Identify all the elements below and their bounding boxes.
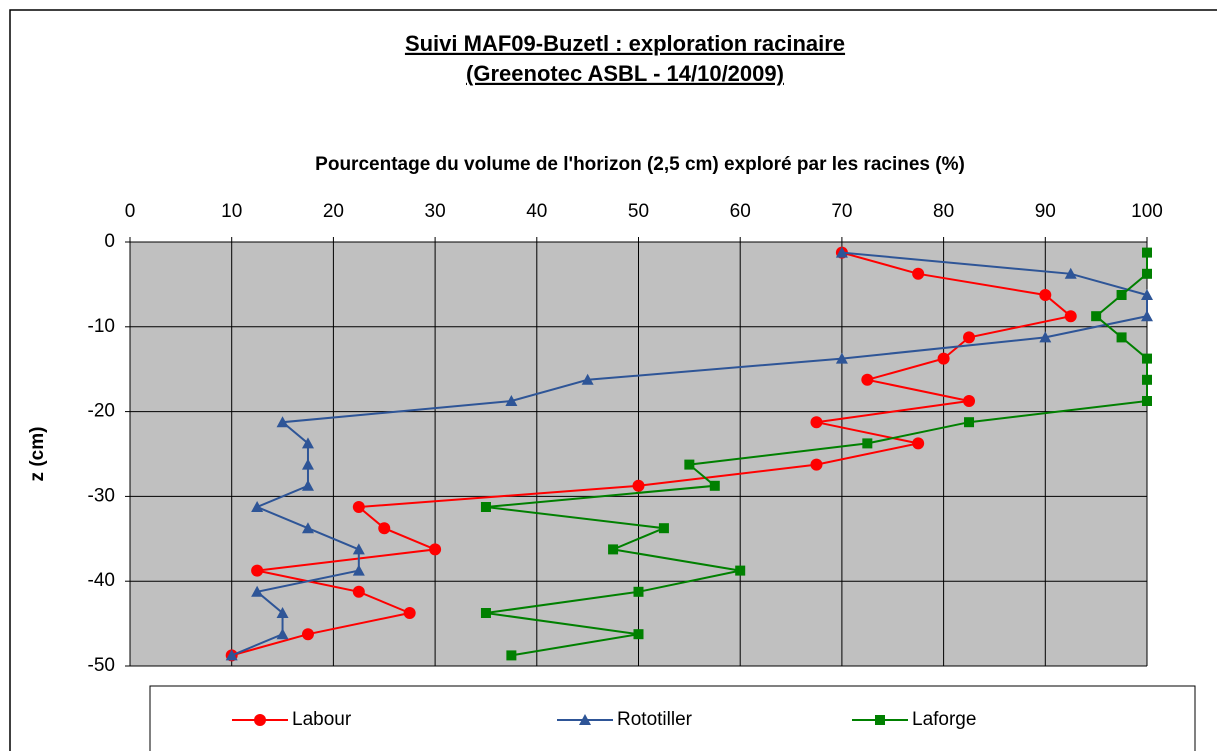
marker (810, 458, 823, 471)
marker (633, 629, 644, 640)
marker (964, 417, 975, 428)
marker (506, 650, 517, 661)
marker (276, 628, 289, 640)
x-tick-label: 100 (1131, 201, 1163, 222)
marker (632, 479, 645, 492)
y-tick-label: -40 (88, 570, 115, 591)
marker (1142, 396, 1152, 406)
marker (963, 395, 976, 407)
chart-title: Suivi MAF09-Buzetl : exploration racinai… (405, 31, 845, 56)
marker (835, 246, 848, 258)
marker (912, 437, 925, 450)
chart-title: (Greenotec ASBL - 14/10/2009) (466, 61, 784, 86)
x-tick-label: 60 (730, 201, 751, 222)
marker (276, 416, 289, 428)
legend-label: Labour (292, 709, 352, 730)
marker (810, 416, 823, 429)
y-tick-label: -10 (88, 316, 115, 337)
marker (912, 267, 925, 280)
marker (352, 564, 365, 576)
x-tick-label: 90 (1035, 201, 1056, 222)
marker (480, 502, 491, 512)
y-tick-label: -50 (88, 655, 115, 676)
marker (352, 585, 365, 598)
marker (301, 479, 314, 491)
marker (251, 501, 264, 512)
marker (861, 373, 874, 386)
marker (1064, 267, 1077, 279)
y-tick-label: -20 (88, 401, 115, 422)
marker (862, 438, 873, 449)
marker (1064, 310, 1077, 323)
x-tick-label: 70 (831, 201, 852, 222)
marker (1141, 289, 1153, 300)
marker (1116, 332, 1127, 343)
marker (378, 522, 391, 535)
y-axis-label: z (cm) (27, 427, 48, 482)
marker (1039, 289, 1052, 301)
marker (1116, 290, 1127, 300)
marker (1142, 247, 1152, 258)
marker (1039, 331, 1052, 343)
x-tick-label: 40 (526, 201, 547, 222)
x-tick-label: 50 (628, 201, 649, 222)
marker (480, 608, 491, 618)
series-line (231, 251, 1073, 657)
marker (735, 565, 746, 576)
marker (709, 480, 720, 491)
marker (225, 649, 238, 661)
marker (658, 523, 669, 534)
marker (1091, 311, 1102, 322)
marker (301, 628, 314, 641)
marker (352, 501, 365, 513)
legend-label: Rototiller (617, 709, 693, 730)
y-tick-label: 0 (104, 231, 115, 252)
marker (301, 458, 314, 470)
x-axis-label: Pourcentage du volume de l'horizon (2,5 … (315, 154, 965, 175)
marker (581, 373, 594, 385)
marker (1142, 353, 1152, 364)
series-line (231, 251, 1148, 657)
x-tick-label: 30 (425, 201, 446, 222)
marker (835, 352, 848, 364)
marker (403, 607, 416, 619)
legend-box (149, 685, 1196, 751)
marker (963, 331, 976, 344)
marker (1142, 374, 1152, 385)
x-tick-label: 80 (933, 201, 954, 222)
x-tick-label: 0 (125, 201, 136, 222)
marker (251, 564, 264, 577)
marker (579, 714, 591, 725)
legend-label: Laforge (912, 709, 976, 730)
marker (254, 714, 266, 726)
marker (505, 395, 518, 406)
marker (937, 352, 950, 365)
marker (633, 586, 644, 597)
marker (1142, 268, 1152, 279)
marker (301, 437, 314, 449)
y-tick-label: -30 (88, 485, 115, 506)
marker (608, 544, 619, 555)
marker (1141, 310, 1153, 322)
marker (429, 543, 442, 556)
marker (251, 585, 264, 597)
x-tick-label: 20 (323, 201, 344, 222)
marker (301, 522, 314, 534)
marker (276, 607, 289, 618)
x-tick-label: 10 (221, 201, 242, 222)
marker (875, 715, 885, 725)
marker (352, 543, 365, 555)
marker (684, 459, 695, 470)
